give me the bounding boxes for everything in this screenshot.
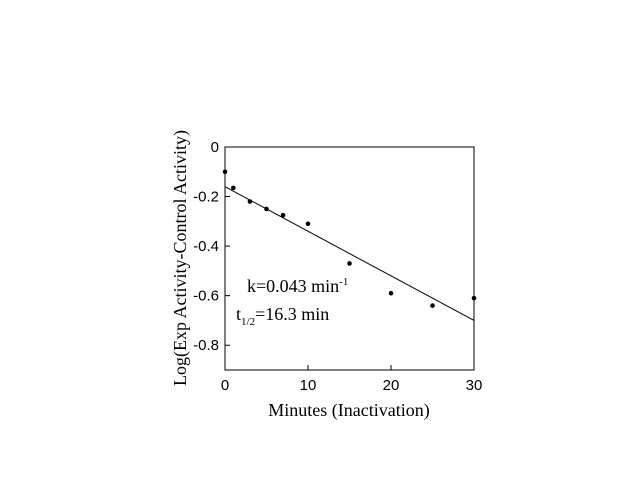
data-point: [305, 221, 311, 227]
y-tick-label: -0.2: [193, 189, 219, 206]
x-ticks: 0 10 20 30: [221, 365, 483, 394]
data-point: [430, 303, 435, 308]
x-axis-label: Minutes (Inactivation): [268, 400, 429, 421]
fit-line: [224, 186, 475, 321]
rate-constant-superscript: -1: [339, 276, 348, 288]
y-tick-label: 0: [211, 139, 219, 156]
data-point: [264, 206, 269, 212]
y-ticks: 0 -0.2 -0.4 -0.6 -0.8: [193, 139, 230, 354]
y-tick-label: -0.6: [193, 288, 219, 305]
x-tick-label: 10: [300, 377, 317, 394]
data-point: [471, 295, 477, 301]
x-tick-label: 20: [383, 377, 400, 394]
x-tick-label: 30: [466, 377, 483, 394]
half-life-t: t: [236, 304, 241, 324]
half-life-value: =16.3 min: [255, 304, 329, 324]
rate-constant-text: k=0.043 min: [247, 276, 339, 296]
half-life-annotation: t1/2=16.3 min: [236, 304, 329, 328]
rate-constant-annotation: k=0.043 min-1: [247, 276, 348, 296]
half-life-subscript: 1/2: [241, 316, 255, 328]
data-points: [222, 169, 477, 308]
data-point: [280, 212, 286, 218]
y-tick-label: -0.4: [193, 238, 219, 255]
x-tick-label: 0: [221, 377, 229, 394]
y-tick-label: -0.8: [193, 337, 219, 354]
y-axis-label: Log(Exp Activity-Control Activity): [170, 130, 191, 386]
data-point: [388, 290, 394, 296]
data-point: [247, 199, 253, 204]
data-point: [347, 261, 352, 266]
plot-area-frame: [224, 146, 475, 371]
data-point: [231, 185, 236, 191]
data-point: [222, 169, 228, 175]
